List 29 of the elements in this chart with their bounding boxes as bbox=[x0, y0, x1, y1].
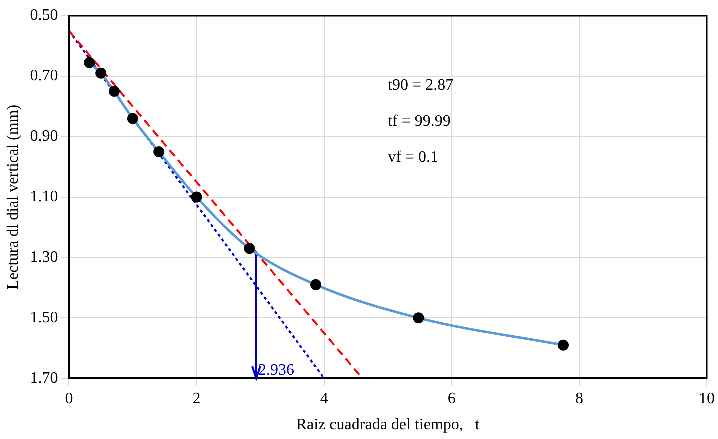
y-tick-label: 1.10 bbox=[30, 188, 58, 206]
point bbox=[84, 57, 96, 68]
y-tick-label: 1.50 bbox=[30, 309, 58, 326]
x-tick-label: 10 bbox=[699, 390, 715, 408]
y-tick-label: 0.50 bbox=[30, 7, 58, 24]
point bbox=[108, 86, 120, 98]
y-tick-label: 1.30 bbox=[30, 248, 58, 266]
y-tick-label: 1.70 bbox=[30, 370, 58, 387]
y-axis-title: Lectura dl dial vertical (mm) bbox=[4, 104, 22, 290]
y-tick-label: 0.70 bbox=[30, 68, 58, 85]
point bbox=[191, 192, 202, 203]
annotation: 2.936 bbox=[258, 362, 294, 379]
y-tick-label: 0.90 bbox=[30, 128, 58, 146]
point bbox=[154, 146, 165, 158]
point bbox=[558, 340, 569, 351]
x-tick-label: 6 bbox=[448, 390, 456, 408]
x-tick-label: 2 bbox=[192, 390, 201, 408]
annotation: tf = 99.99 bbox=[388, 113, 451, 130]
x-tick-label: 8 bbox=[575, 390, 584, 408]
point bbox=[413, 312, 424, 324]
point bbox=[244, 243, 256, 254]
point bbox=[310, 279, 322, 290]
annotation: t90 = 2.87 bbox=[388, 77, 454, 94]
x-axis-title: Raiz cuadrada del tiempo, t bbox=[296, 416, 480, 434]
x-tick-label: 4 bbox=[320, 390, 328, 408]
annotation: vf = 0.1 bbox=[388, 149, 438, 166]
point bbox=[96, 68, 107, 79]
x-tick-label: 0 bbox=[65, 390, 74, 408]
point bbox=[127, 113, 138, 124]
